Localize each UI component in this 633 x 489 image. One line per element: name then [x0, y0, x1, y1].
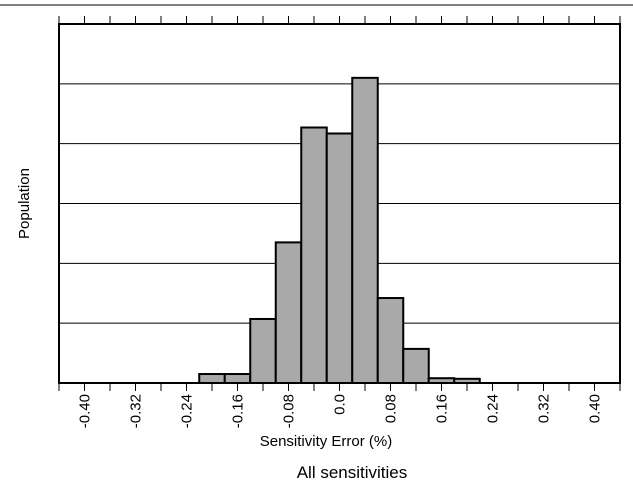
- x-tick-label: -0.24: [179, 394, 196, 428]
- histogram-bar: [325, 132, 354, 384]
- x-tick-label: 0.0: [332, 394, 349, 415]
- histogram-bar: [402, 347, 430, 384]
- histogram-bar: [198, 373, 226, 384]
- x-tick-label: 0.16: [434, 394, 451, 423]
- histogram-bar: [274, 241, 303, 384]
- bars-group: [198, 76, 481, 385]
- x-tick-labels: -0.40 -0.32 -0.24 -0.16 -0.08 0.0 0.08 0.16 0.24…: [77, 394, 604, 428]
- y-axis-label: Population: [16, 168, 33, 239]
- x-tick-label: 0.24: [485, 394, 502, 423]
- x-axis-label: Sensitivity Error (%): [260, 433, 393, 450]
- x-tick-label: -0.40: [77, 394, 94, 428]
- plot-frame: [58, 23, 621, 384]
- x-tick-label: 0.32: [536, 394, 553, 423]
- histogram-bar: [376, 297, 405, 384]
- x-tick-label: -0.32: [128, 394, 145, 428]
- x-tick-label: -0.16: [230, 394, 247, 428]
- histogram-bar: [249, 317, 277, 384]
- chart-caption: All sensitivities: [297, 463, 408, 482]
- x-tick-label: -0.08: [281, 394, 298, 428]
- x-tick-label: 0.40: [587, 394, 604, 423]
- x-tick-label: 0.08: [383, 394, 400, 423]
- ticks-group: [58, 16, 621, 391]
- histogram-bar: [351, 76, 379, 384]
- histogram-bar: [300, 126, 328, 384]
- histogram-bar: [223, 373, 252, 384]
